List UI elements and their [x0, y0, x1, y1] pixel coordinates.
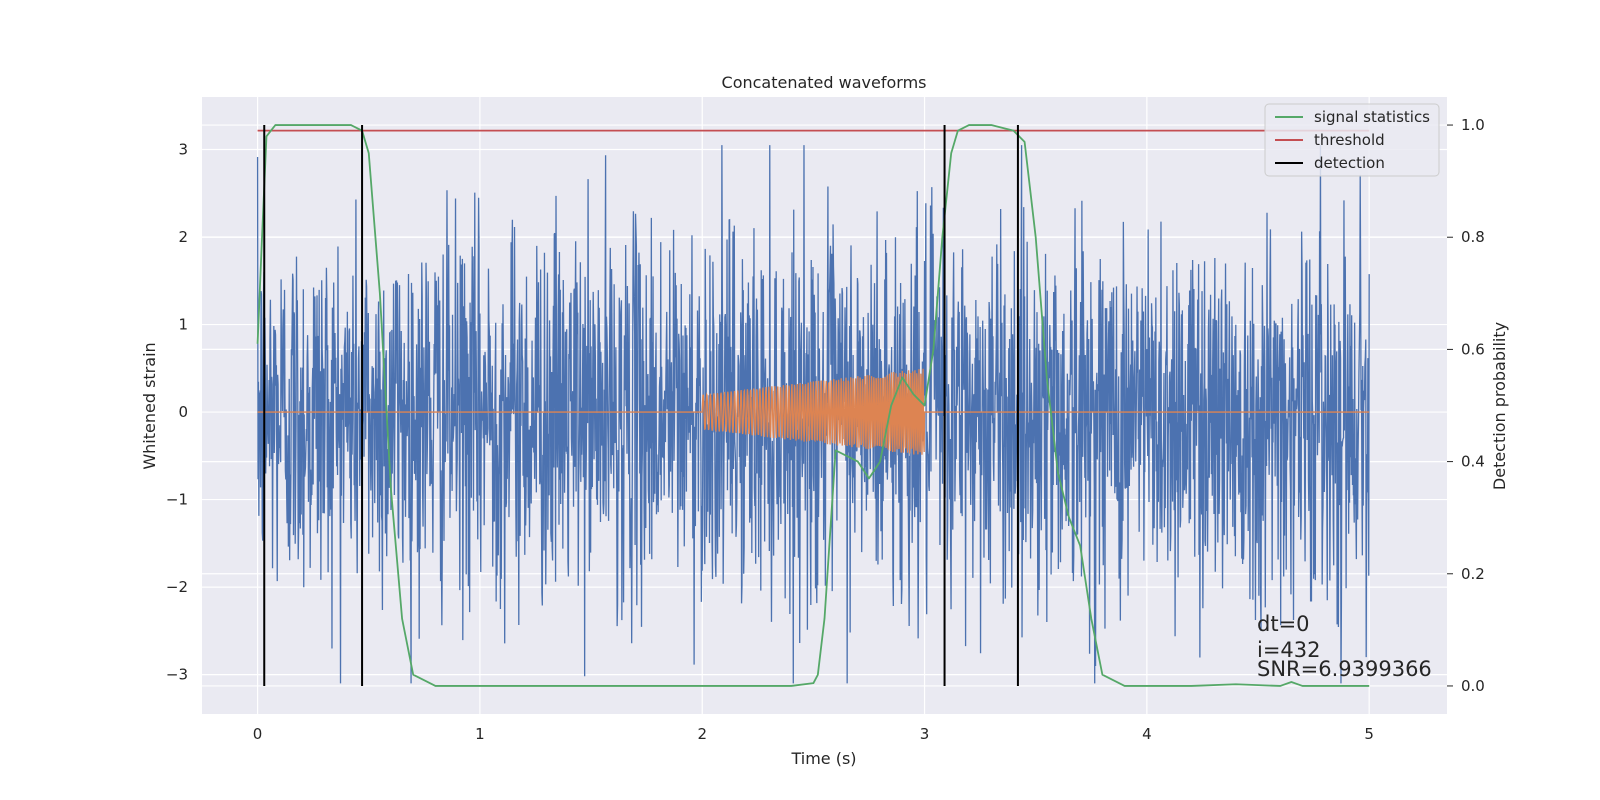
- x-tick-label: 4: [1142, 725, 1152, 743]
- y-tick-label: 0: [178, 403, 188, 421]
- chart-title: Concatenated waveforms: [722, 73, 927, 92]
- y2-tick-label: 0.0: [1461, 677, 1485, 695]
- y-tick-label: 2: [178, 228, 188, 246]
- y2-tick-label: 0.8: [1461, 228, 1485, 246]
- ticks: 0 1 2 3 4 5 −3 −2 −1 0 1 2 3 0.0 0.2 0.4 0.6 0.8 1.0: [166, 116, 1485, 743]
- annotation-snr: SNR=6.9399366: [1257, 657, 1432, 681]
- y-tick-label: −1: [166, 491, 188, 509]
- y-tick-label: −2: [166, 578, 188, 596]
- y-tick-label: 3: [178, 141, 188, 159]
- legend-label-signal-statistics: signal statistics: [1314, 108, 1430, 126]
- y-axis-label: Whitened strain: [140, 342, 159, 469]
- y2-axis-label: Detection probability: [1490, 322, 1509, 490]
- legend-label-detection: detection: [1314, 154, 1385, 172]
- y2-tick-label: 0.6: [1461, 340, 1485, 358]
- legend: signal statistics threshold detection: [1264, 103, 1440, 177]
- y-tick-label: 1: [178, 316, 188, 334]
- y2-tick-label: 0.4: [1461, 453, 1485, 471]
- y-tick-label: −3: [166, 666, 188, 684]
- legend-label-threshold: threshold: [1314, 131, 1385, 149]
- x-tick-label: 0: [253, 725, 263, 743]
- x-tick-label: 2: [697, 725, 707, 743]
- x-tick-label: 1: [475, 725, 485, 743]
- annotation-dt: dt=0: [1257, 612, 1310, 636]
- annotation-index: i=432: [1257, 638, 1321, 662]
- y2-tick-label: 1.0: [1461, 116, 1485, 134]
- series-signal-statistics-line: [256, 124, 1370, 687]
- series-layer: [256, 124, 1370, 687]
- series-chirp-line: [257, 368, 1370, 455]
- legend-box: [1264, 103, 1440, 177]
- y2-tick-label: 0.2: [1461, 565, 1485, 583]
- x-axis-label: Time (s): [790, 749, 856, 768]
- series-noise-line: [256, 145, 1370, 684]
- x-tick-label: 5: [1364, 725, 1374, 743]
- x-tick-label: 3: [920, 725, 930, 743]
